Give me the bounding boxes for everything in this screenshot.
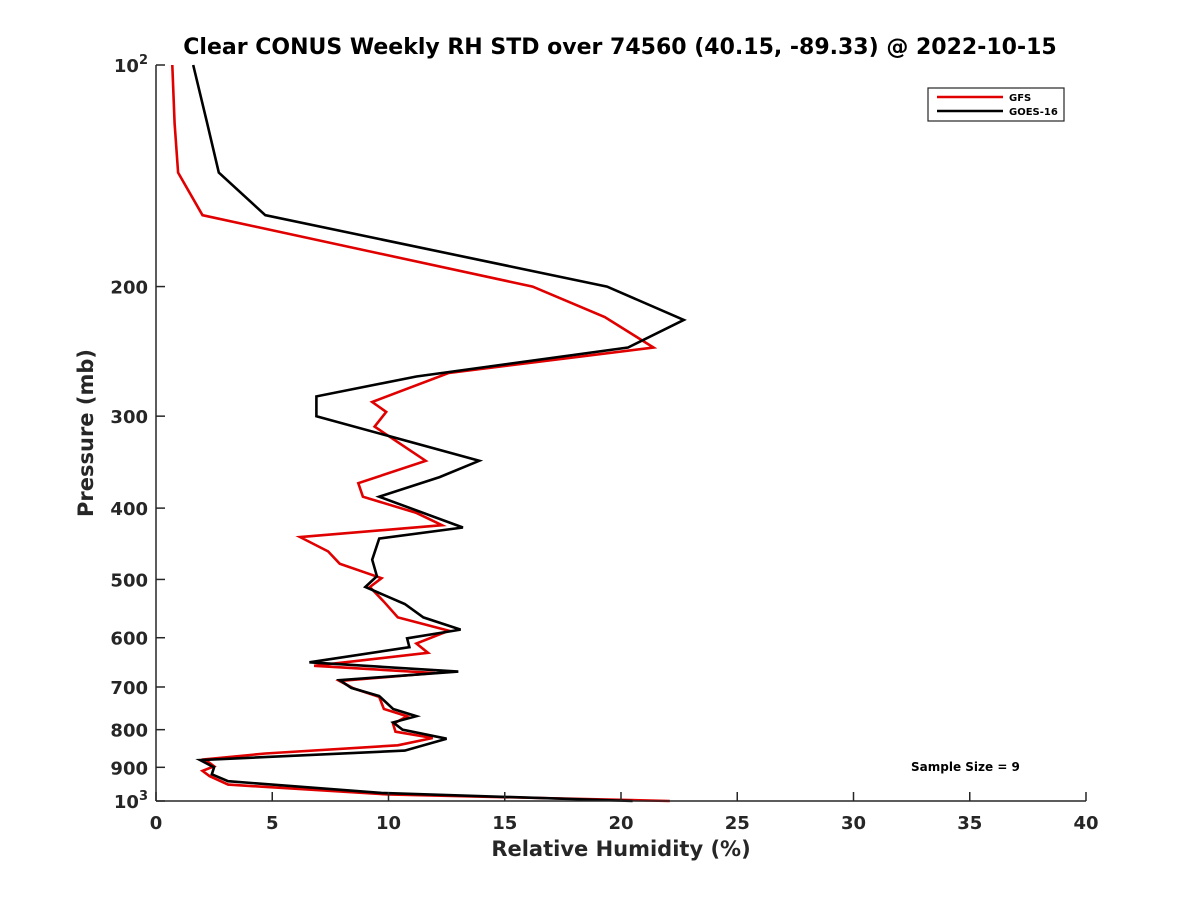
legend: GFS GOES-16 [927, 87, 1065, 122]
series-line-goes-16 [191, 64, 687, 803]
plot-area: 0 5 10 15 20 25 30 35 40 102 200 300 400 500 600 700 80… [110, 53, 1098, 834]
x-tick-label: 5 [266, 813, 279, 834]
x-axis-ticks: 0 5 10 15 20 25 30 35 40 [150, 792, 1099, 834]
legend-label-goes16: GOES-16 [1009, 107, 1058, 118]
series-line-gfs [171, 64, 670, 803]
x-axis-label: Relative Humidity (%) [491, 837, 750, 861]
chart-title: Clear CONUS Weekly RH STD over 74560 (40… [183, 35, 1056, 60]
y-axis-ticks: 102 200 300 400 500 600 700 800 900 103 [110, 53, 165, 813]
y-tick-label: 600 [110, 629, 148, 650]
x-tick-label: 0 [150, 813, 163, 834]
legend-box [927, 87, 1065, 122]
y-tick-label: 300 [110, 407, 148, 428]
x-tick-label: 10 [376, 813, 401, 834]
y-tick-label: 102 [114, 53, 148, 77]
y-tick-label: 500 [110, 570, 148, 591]
y-tick-label: 700 [110, 678, 148, 699]
x-tick-label: 25 [725, 813, 750, 834]
legend-label-gfs: GFS [1009, 93, 1031, 104]
sample-size-annotation: Sample Size = 9 [911, 760, 1020, 774]
x-tick-label: 15 [492, 813, 517, 834]
y-tick-label: 900 [110, 758, 148, 779]
x-tick-label: 30 [841, 813, 866, 834]
y-tick-label: 400 [110, 499, 148, 520]
x-tick-label: 40 [1073, 813, 1098, 834]
y-axis-label: Pressure (mb) [74, 349, 98, 517]
x-tick-label: 35 [957, 813, 982, 834]
y-tick-label: 800 [110, 721, 148, 742]
y-tick-label: 103 [114, 789, 148, 813]
series-group [171, 64, 687, 803]
x-tick-label: 20 [608, 813, 633, 834]
y-tick-label: 200 [110, 278, 148, 299]
